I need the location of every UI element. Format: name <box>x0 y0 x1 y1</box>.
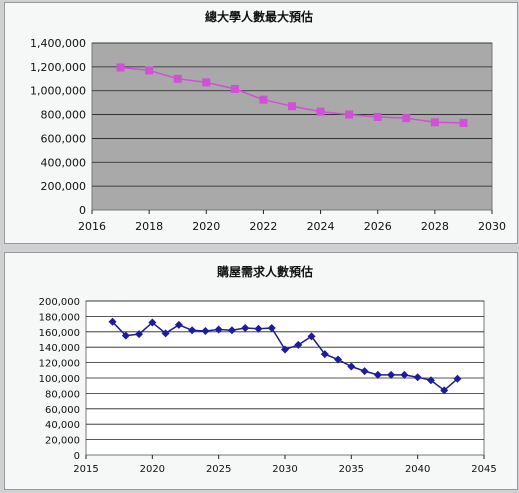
y-tick-label: 100,000 <box>39 374 80 385</box>
y-tick-label: 200,000 <box>41 180 87 193</box>
data-point <box>307 332 316 341</box>
data-point <box>116 63 125 72</box>
data-point <box>320 350 329 359</box>
data-point <box>281 345 289 354</box>
x-tick-label: 2030 <box>272 464 297 475</box>
y-tick-label: 1,000,000 <box>30 85 86 98</box>
data-point <box>201 327 210 336</box>
data-point <box>347 362 356 371</box>
x-tick-label: 2030 <box>478 220 506 233</box>
data-point <box>267 323 276 332</box>
x-tick-label: 2028 <box>421 220 449 233</box>
y-tick-label: 200,000 <box>39 297 80 308</box>
y-tick-label: 0 <box>74 451 80 462</box>
x-tick-label: 2045 <box>471 464 496 475</box>
data-point <box>373 370 382 379</box>
y-tick-label: 0 <box>79 204 86 217</box>
chart-panel-housing: 購屋需求人數預估 0 20,000 40,000 60,000 80,000 100,00… <box>4 252 518 490</box>
data-point <box>254 324 263 333</box>
y-tick-label: 160,000 <box>39 328 80 339</box>
x-tick-label: 2022 <box>249 220 277 233</box>
data-point <box>188 326 197 335</box>
data-point <box>440 386 449 395</box>
y-tick-label: 60,000 <box>45 405 80 416</box>
data-point <box>316 107 325 116</box>
y-tick-label: 140,000 <box>39 343 80 354</box>
data-point <box>202 78 211 87</box>
y-tick-label: 120,000 <box>39 359 80 370</box>
data-point <box>173 74 182 83</box>
data-point <box>387 370 396 379</box>
data-point <box>108 317 117 326</box>
y-tick-label: 400,000 <box>41 156 87 169</box>
x-tick-label: 2026 <box>364 220 392 233</box>
data-point <box>402 114 411 123</box>
y-tick-label: 1,400,000 <box>30 37 86 50</box>
x-tick-label: 2040 <box>405 464 430 475</box>
data-point <box>145 66 154 75</box>
chart-panel-university: 總大學人數最大預估 0 200,000 400,000 600,000 800,000 1… <box>4 2 518 244</box>
y-tick-label: 180,000 <box>39 312 80 323</box>
data-point <box>230 84 239 93</box>
data-point <box>135 330 144 339</box>
y-tick-label: 600,000 <box>41 132 87 145</box>
y-tick-label: 800,000 <box>41 109 87 122</box>
data-point <box>373 112 382 121</box>
y-tick-label: 80,000 <box>45 389 80 400</box>
data-point <box>148 318 157 327</box>
y-tick-label: 40,000 <box>45 420 80 431</box>
data-point <box>360 367 369 376</box>
chart-title: 購屋需求人數預估 <box>216 264 313 279</box>
data-point <box>400 370 409 379</box>
data-point <box>161 329 170 338</box>
data-point <box>430 118 439 127</box>
chart-title: 總大學人數最大預估 <box>205 9 313 24</box>
x-tick-label: 2018 <box>135 220 163 233</box>
university-chart: 總大學人數最大預估 0 200,000 400,000 600,000 800,000 1… <box>30 9 506 233</box>
x-tick-label: 2015 <box>73 464 98 475</box>
data-point <box>227 326 236 335</box>
data-point <box>121 331 130 340</box>
x-tick-label: 2020 <box>140 464 165 475</box>
x-tick-label: 2016 <box>78 220 106 233</box>
plot-area <box>91 42 493 211</box>
housing-chart: 購屋需求人數預估 0 20,000 40,000 60,000 80,000 100,00… <box>39 264 497 475</box>
data-point <box>288 102 296 111</box>
data-point <box>214 325 223 334</box>
data-point <box>345 110 354 119</box>
data-point <box>174 320 183 329</box>
x-tick-label: 2020 <box>192 220 220 233</box>
data-point <box>459 118 468 127</box>
y-tick-label: 20,000 <box>45 436 80 447</box>
y-tick-label: 1,200,000 <box>30 61 86 74</box>
data-point <box>259 95 268 104</box>
data-point <box>413 373 422 382</box>
x-tick-label: 2024 <box>307 220 335 233</box>
data-point <box>426 376 435 385</box>
data-point <box>294 340 303 349</box>
x-tick-label: 2035 <box>339 464 364 475</box>
data-point <box>334 355 343 364</box>
data-point <box>241 323 250 332</box>
x-tick-label: 2025 <box>206 464 231 475</box>
